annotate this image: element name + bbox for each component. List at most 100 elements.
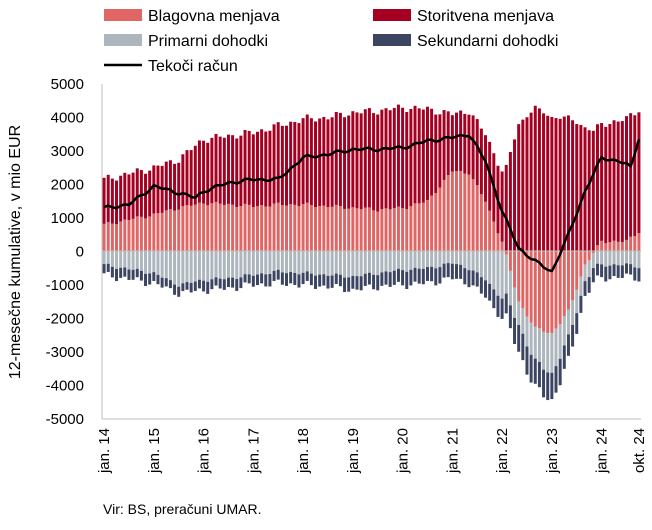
bar-segment — [376, 211, 380, 252]
x-tick-label: jan. 15 — [146, 428, 163, 474]
bar-segment — [148, 216, 152, 252]
bar-segment — [326, 119, 330, 208]
bar-segment — [620, 251, 624, 266]
bar-segment — [156, 274, 160, 285]
bar-segment — [562, 345, 566, 369]
bar-segment — [115, 180, 119, 225]
bar-segment — [235, 207, 239, 252]
bar-segment — [550, 333, 554, 373]
bar-segment — [537, 361, 541, 388]
bar-segment — [467, 270, 471, 288]
bar-segment — [202, 140, 206, 204]
bar-segment — [293, 251, 297, 273]
y-tick-label: 3000 — [51, 143, 84, 160]
bar-segment — [285, 273, 288, 286]
bar-segment — [401, 208, 405, 252]
bar-segment — [139, 270, 143, 281]
bar-segment — [297, 274, 301, 288]
bar-segment — [616, 251, 620, 266]
bar-segment — [434, 114, 438, 194]
bar-segment — [450, 115, 454, 172]
bar-segment — [608, 124, 612, 243]
bar-segment — [181, 251, 185, 284]
bar-segment — [595, 251, 599, 264]
bar-segment — [318, 274, 322, 287]
bar-segment — [595, 124, 599, 246]
bar-segment — [629, 113, 633, 237]
bar-segment — [633, 115, 637, 237]
series-line-tekoci-racun — [103, 133, 641, 273]
bar-segment — [608, 265, 612, 280]
bar-segment — [185, 205, 189, 252]
bar-segment — [571, 300, 575, 325]
bar-segment — [558, 118, 562, 252]
bar-segment — [434, 251, 438, 269]
bar-segment — [459, 170, 463, 252]
bar-segment — [413, 105, 417, 204]
bar-segment — [434, 193, 438, 252]
bar-segment — [517, 325, 521, 352]
bar-segment — [604, 251, 608, 267]
bar-segment — [334, 204, 338, 252]
bar-segment — [513, 317, 517, 344]
bar-segment — [251, 134, 255, 208]
bar-segment — [513, 287, 517, 318]
bar-segment — [591, 130, 595, 252]
bar-segment — [247, 274, 251, 284]
y-tick-label: -1000 — [46, 277, 84, 294]
bar-segment — [243, 130, 247, 204]
bar-segment — [214, 277, 218, 286]
bar-segment — [127, 269, 131, 280]
bar-segment — [110, 223, 114, 252]
bar-segment — [625, 239, 628, 252]
bar-segment — [579, 276, 583, 296]
bar-segment — [164, 278, 168, 287]
bar-segment — [272, 124, 276, 204]
x-tick-label: jan. 14 — [96, 428, 113, 474]
x-tick-label: jan. 16 — [196, 428, 213, 474]
bar-segment — [500, 241, 504, 252]
bar-segment — [355, 112, 359, 209]
bar-segment — [388, 110, 392, 210]
bar-segment — [421, 109, 425, 203]
bar-segment — [591, 268, 595, 283]
bar-segment — [513, 139, 517, 252]
bar-segment — [537, 328, 541, 362]
bar-segment — [425, 106, 429, 201]
bar-segment — [612, 251, 616, 265]
bar-segment — [542, 331, 546, 370]
bar-segment — [363, 109, 367, 208]
bar-segment — [202, 280, 206, 292]
bar-segment — [235, 251, 239, 280]
bar-segment — [102, 251, 106, 265]
bar-segment — [359, 113, 363, 210]
bar-segment — [579, 124, 583, 252]
bar-segment — [276, 122, 280, 203]
bar-segment — [102, 177, 106, 224]
bar-segment — [372, 274, 376, 290]
bar-segment — [372, 210, 376, 252]
bar-segment — [173, 284, 177, 295]
x-tick-label: jan. 18 — [295, 428, 312, 474]
bar-segment — [235, 279, 239, 291]
bar-segment — [289, 204, 293, 252]
bar-segment — [471, 115, 475, 180]
bar-segment — [513, 251, 517, 288]
bar-segment — [280, 272, 284, 285]
bar-segment — [322, 274, 326, 286]
bar-segment — [210, 279, 214, 290]
bar-segment — [409, 269, 413, 286]
bar-segment — [255, 131, 259, 207]
legend-swatch — [104, 9, 142, 21]
bar-segment — [405, 208, 409, 252]
bar-segment — [508, 251, 512, 271]
bar-segment — [144, 173, 148, 219]
bar-segment — [442, 110, 446, 180]
bar-segment — [164, 251, 168, 279]
bar-segment — [359, 251, 363, 277]
bar-segment — [255, 274, 259, 286]
bar-segment — [268, 251, 272, 275]
bar-segment — [463, 173, 467, 252]
bar-segment — [620, 265, 624, 278]
